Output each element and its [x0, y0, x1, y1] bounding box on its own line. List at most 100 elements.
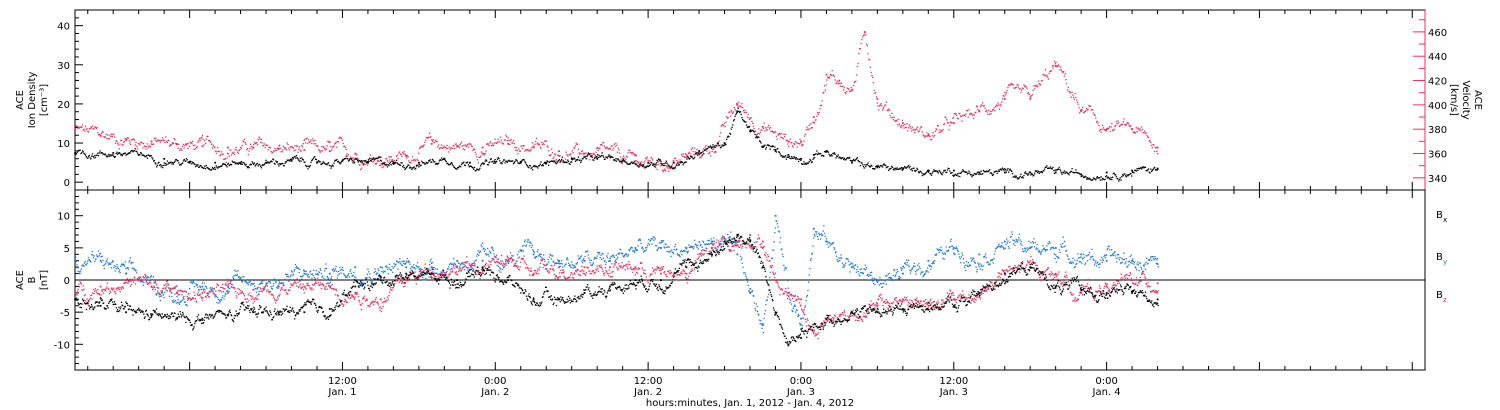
data-point	[305, 142, 307, 144]
data-point	[914, 265, 916, 267]
data-point	[178, 302, 180, 304]
data-point	[362, 160, 364, 162]
data-point	[609, 257, 612, 259]
data-point	[640, 163, 642, 165]
data-point	[191, 282, 193, 285]
data-point	[253, 143, 255, 146]
data-point	[677, 162, 680, 164]
data-point	[156, 139, 159, 141]
data-point	[1076, 259, 1078, 261]
data-point	[754, 308, 756, 310]
data-point	[253, 162, 256, 164]
data-point	[798, 158, 800, 161]
data-point	[518, 148, 520, 150]
data-point	[1150, 255, 1152, 258]
data-point	[603, 158, 606, 160]
data-point	[1005, 171, 1008, 173]
data-point	[881, 109, 884, 111]
data-point	[1017, 178, 1019, 180]
data-point	[661, 241, 663, 243]
data-point	[1080, 175, 1082, 178]
data-point	[886, 166, 888, 168]
data-point	[351, 157, 353, 160]
data-point	[589, 159, 591, 161]
data-point	[730, 128, 732, 130]
data-point	[405, 262, 407, 264]
data-point	[457, 167, 460, 169]
data-point	[726, 115, 728, 118]
data-point	[1016, 241, 1019, 243]
data-point	[836, 81, 838, 84]
data-point	[1071, 167, 1073, 170]
data-point	[695, 154, 697, 156]
data-point	[319, 267, 321, 270]
data-point	[955, 246, 957, 248]
data-point	[836, 155, 838, 157]
data-point	[970, 260, 973, 262]
data-point	[1013, 176, 1015, 178]
data-point	[333, 270, 335, 273]
data-point	[488, 161, 490, 164]
data-point	[785, 266, 787, 269]
data-point	[256, 288, 258, 290]
data-point	[366, 273, 368, 276]
data-point	[1127, 175, 1129, 177]
data-point	[480, 151, 483, 153]
data-point	[752, 130, 755, 132]
data-point	[618, 252, 621, 254]
data-point	[842, 89, 845, 91]
data-point	[120, 264, 123, 266]
data-point	[554, 160, 556, 162]
data-point	[816, 115, 818, 117]
data-point	[416, 164, 418, 167]
data-point	[921, 174, 923, 177]
data-point	[871, 75, 873, 77]
data-point	[469, 268, 471, 271]
data-point	[732, 120, 735, 122]
data-point	[1098, 130, 1101, 132]
data-point	[504, 264, 506, 266]
data-point	[188, 292, 190, 295]
data-point	[337, 140, 339, 143]
data-point	[770, 130, 772, 133]
data-point	[139, 280, 142, 283]
data-point	[1038, 82, 1040, 85]
data-point	[847, 88, 849, 90]
data-point	[398, 152, 400, 154]
data-point	[1072, 171, 1074, 174]
data-point	[775, 151, 778, 153]
data-point	[534, 256, 536, 258]
data-point	[305, 270, 307, 273]
data-point	[300, 275, 302, 277]
data-point	[1156, 169, 1158, 171]
data-point	[564, 161, 567, 164]
data-point	[648, 244, 651, 246]
data-point	[561, 161, 564, 163]
data-point	[1151, 169, 1153, 172]
data-point	[390, 269, 393, 271]
data-point	[251, 161, 253, 163]
data-point	[649, 164, 651, 166]
data-point	[937, 172, 940, 174]
data-point	[405, 166, 408, 168]
data-point	[534, 257, 537, 259]
data-point	[946, 122, 949, 124]
data-point	[709, 151, 711, 153]
data-point	[150, 155, 152, 157]
data-point	[645, 249, 647, 251]
data-point	[975, 173, 978, 175]
data-point	[123, 152, 126, 155]
data-point	[607, 155, 609, 157]
data-point	[475, 259, 477, 261]
data-point	[178, 149, 181, 152]
data-point	[249, 164, 251, 166]
data-point	[625, 253, 628, 255]
data-point	[317, 274, 319, 276]
data-point	[959, 115, 962, 117]
data-point	[462, 148, 464, 150]
data-point	[1117, 178, 1119, 180]
data-point	[499, 141, 501, 143]
data-point	[665, 165, 667, 167]
data-point	[1080, 256, 1082, 258]
data-point	[797, 160, 800, 163]
